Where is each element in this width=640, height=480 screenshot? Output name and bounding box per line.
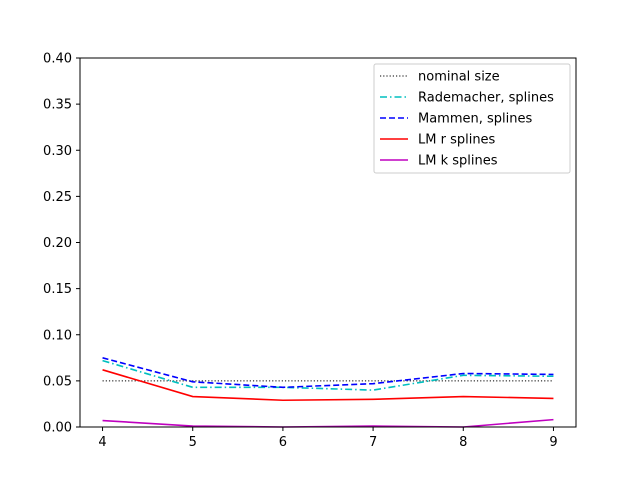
series-line-3 <box>102 369 554 402</box>
x-tick-label: 9 <box>549 435 557 450</box>
y-tick-label: 0.25 <box>43 190 72 205</box>
y-tick-label: 0.00 <box>43 421 72 436</box>
legend-label-4: LM k splines <box>418 154 498 169</box>
legend-box <box>373 63 571 174</box>
x-tick-label: 6 <box>279 435 287 450</box>
axes-layer: 4 5 6 7 8 9 0.00 0.05 0.10 0.15 0.20 0.25 0.30 0.35 0.… <box>43 52 558 451</box>
y-tick-label: 0.40 <box>43 52 72 67</box>
legend-label-0: nominal size <box>418 70 500 85</box>
x-tick-label: 5 <box>189 435 197 450</box>
series-line-2 <box>102 357 554 389</box>
legend: nominal size Rademacher, splines Mammen, s… <box>373 63 571 174</box>
x-tick-label: 8 <box>459 435 467 450</box>
series-line-1 <box>102 359 554 391</box>
x-tick-label: 7 <box>369 435 377 450</box>
y-tick-label: 0.20 <box>43 236 72 251</box>
legend-label-1: Rademacher, splines <box>418 91 554 106</box>
y-tick-label: 0.10 <box>43 328 72 343</box>
legend-label-3: LM r splines <box>418 133 496 148</box>
y-tick-label: 0.35 <box>43 98 72 113</box>
y-tick-label: 0.15 <box>43 282 72 297</box>
x-tick-label: 4 <box>98 435 106 450</box>
y-tick-label: 0.30 <box>43 144 72 159</box>
legend-label-2: Mammen, splines <box>418 112 532 127</box>
y-tick-label: 0.05 <box>43 374 72 389</box>
